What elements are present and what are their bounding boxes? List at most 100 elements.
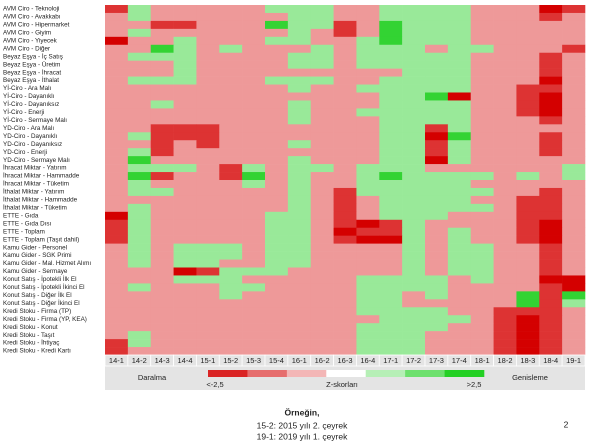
heat-cell bbox=[493, 259, 517, 268]
heat-cell bbox=[379, 347, 403, 356]
heat-cell bbox=[539, 315, 563, 324]
row-label: YD-Ciro - Sermaye Malı bbox=[3, 157, 70, 164]
row-label: Kamu Gider - SGK Primi bbox=[3, 252, 72, 259]
heat-cell bbox=[219, 203, 243, 213]
heat-cell bbox=[127, 235, 152, 244]
heat-cell bbox=[470, 331, 494, 340]
heat-cell bbox=[425, 124, 449, 133]
heat-cell bbox=[219, 339, 243, 348]
heat-cell bbox=[379, 227, 403, 236]
heat-cell bbox=[287, 267, 312, 276]
heat-cell bbox=[310, 100, 334, 109]
heat-cell bbox=[493, 156, 517, 165]
heat-cell bbox=[173, 195, 197, 205]
heat-cell bbox=[127, 132, 152, 141]
heat-cell bbox=[425, 211, 449, 221]
heat-cell bbox=[105, 203, 129, 213]
heat-cell bbox=[150, 219, 174, 229]
heat-cell bbox=[127, 227, 152, 236]
heat-cell bbox=[219, 187, 243, 197]
heat-cell bbox=[150, 132, 174, 141]
heat-cell bbox=[516, 116, 540, 125]
heat-cell bbox=[310, 259, 334, 268]
heat-cell bbox=[105, 140, 129, 149]
heat-cell bbox=[333, 164, 357, 173]
heat-cell bbox=[105, 267, 129, 276]
heat-cell bbox=[287, 44, 312, 54]
heat-cell bbox=[265, 195, 289, 205]
heat-cell bbox=[196, 251, 220, 260]
heat-cell bbox=[196, 211, 220, 221]
heat-cell bbox=[356, 52, 380, 61]
heat-cell bbox=[402, 219, 426, 229]
heat-cell bbox=[402, 36, 426, 46]
heat-cell bbox=[425, 235, 449, 244]
heat-cell bbox=[219, 235, 243, 244]
heat-cell bbox=[333, 5, 357, 14]
row-label: ETTE - Toplam (Taşıt dahil) bbox=[3, 236, 79, 243]
heat-cell bbox=[379, 339, 403, 348]
heat-cell bbox=[562, 299, 586, 308]
column-label: 15-1 bbox=[200, 356, 215, 365]
heat-cell bbox=[379, 283, 403, 292]
heat-cell bbox=[402, 180, 426, 189]
heat-cell bbox=[562, 347, 586, 356]
heat-cell bbox=[242, 219, 266, 229]
heat-cell bbox=[265, 259, 289, 268]
heat-cell bbox=[356, 180, 380, 189]
heat-cell bbox=[105, 259, 129, 268]
heat-cell bbox=[105, 108, 129, 117]
row-label: ETTE - Gıda bbox=[3, 212, 39, 219]
heat-cell bbox=[310, 227, 334, 236]
legend-swatch bbox=[208, 370, 248, 377]
heat-cell bbox=[379, 5, 403, 14]
heat-cell bbox=[356, 140, 380, 149]
heat-cell bbox=[425, 339, 449, 348]
heat-cell bbox=[105, 315, 129, 324]
heat-cell bbox=[173, 291, 197, 300]
column-label: 16-1 bbox=[292, 356, 307, 365]
heat-cell bbox=[173, 12, 197, 22]
heat-cell bbox=[379, 44, 403, 54]
heat-cell bbox=[539, 180, 563, 189]
heat-cell bbox=[562, 148, 586, 157]
heat-cell bbox=[516, 211, 540, 221]
heat-cell bbox=[219, 108, 243, 117]
heat-cell bbox=[333, 227, 357, 236]
heat-cell bbox=[196, 132, 220, 141]
heat-cell bbox=[196, 307, 220, 316]
heat-cell bbox=[150, 52, 174, 61]
heat-cell bbox=[356, 76, 380, 85]
heat-cell bbox=[539, 243, 563, 252]
heat-cell bbox=[425, 60, 449, 69]
heat-cell bbox=[447, 172, 472, 181]
heat-cell bbox=[265, 124, 289, 133]
heat-cell bbox=[173, 235, 197, 244]
heat-cell bbox=[425, 76, 449, 85]
heat-cell bbox=[333, 211, 357, 221]
legend-title: Z-skorları bbox=[326, 380, 358, 389]
heat-cell bbox=[150, 44, 174, 54]
heat-cell bbox=[105, 28, 129, 38]
heat-cell bbox=[402, 84, 426, 93]
heat-cell bbox=[379, 331, 403, 340]
heat-cell bbox=[470, 100, 494, 109]
heat-cell bbox=[127, 267, 152, 276]
heat-cell bbox=[539, 116, 563, 125]
heat-cell bbox=[539, 203, 563, 213]
heat-cell bbox=[127, 60, 152, 69]
heat-cell bbox=[356, 203, 380, 213]
column-label: 18-1 bbox=[475, 356, 490, 365]
heat-cell bbox=[150, 331, 174, 340]
heat-cell bbox=[539, 108, 563, 117]
heat-cell bbox=[356, 291, 380, 300]
heat-cell bbox=[516, 28, 540, 38]
heat-cell bbox=[287, 243, 312, 252]
heat-cell bbox=[127, 259, 152, 268]
heat-cell bbox=[470, 84, 494, 93]
heat-cell bbox=[219, 307, 243, 316]
legend-swatch bbox=[247, 370, 288, 377]
heat-cell bbox=[356, 299, 380, 308]
heat-cell bbox=[402, 108, 426, 117]
heat-cell bbox=[379, 148, 403, 157]
